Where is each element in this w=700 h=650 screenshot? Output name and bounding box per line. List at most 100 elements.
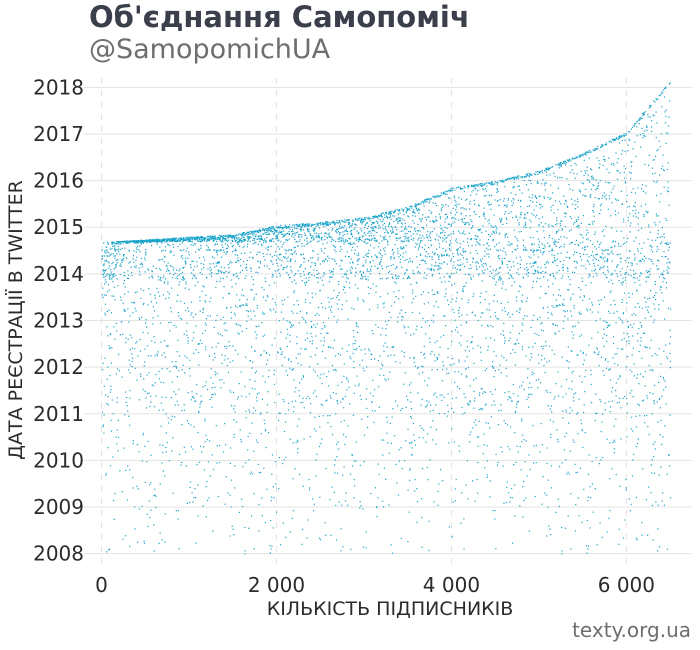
- data-point: [428, 216, 430, 218]
- data-point: [268, 268, 270, 270]
- data-point: [338, 448, 340, 450]
- data-point: [332, 369, 335, 371]
- data-point: [530, 182, 532, 185]
- data-point: [391, 346, 393, 348]
- data-point: [218, 239, 220, 241]
- data-point: [394, 211, 396, 213]
- data-point: [489, 316, 492, 318]
- data-point: [282, 268, 284, 271]
- data-point: [443, 334, 445, 336]
- data-point: [462, 257, 465, 259]
- data-point: [535, 261, 537, 263]
- data-point: [237, 234, 240, 236]
- data-point: [169, 240, 171, 242]
- data-point: [202, 285, 204, 287]
- data-point: [325, 224, 328, 227]
- data-point: [144, 322, 147, 324]
- data-point: [368, 270, 370, 273]
- data-point: [318, 314, 320, 316]
- data-point: [412, 270, 414, 272]
- data-point: [511, 497, 513, 499]
- data-point: [117, 450, 119, 452]
- data-point: [335, 251, 337, 253]
- data-point: [252, 243, 254, 245]
- data-point: [481, 264, 483, 266]
- data-point: [282, 243, 284, 246]
- data-point: [355, 239, 358, 241]
- data-point: [443, 191, 445, 193]
- data-point: [135, 247, 138, 249]
- data-point: [382, 303, 384, 305]
- data-point: [354, 284, 356, 286]
- data-point: [305, 281, 307, 284]
- data-point: [334, 222, 336, 224]
- data-point: [234, 349, 237, 351]
- data-point: [390, 544, 392, 546]
- data-point: [116, 397, 119, 399]
- data-point: [112, 275, 114, 277]
- data-point: [309, 271, 311, 274]
- data-point: [347, 425, 349, 427]
- data-point: [409, 391, 412, 394]
- data-point: [486, 243, 488, 245]
- data-point: [403, 213, 405, 215]
- data-point: [165, 451, 167, 453]
- data-point: [339, 265, 341, 267]
- data-point: [369, 230, 371, 232]
- data-point: [197, 343, 199, 345]
- data-point: [522, 239, 524, 241]
- data-point: [153, 550, 155, 552]
- data-point: [233, 408, 235, 410]
- data-point: [316, 277, 318, 279]
- data-point: [529, 468, 531, 471]
- data-point: [325, 307, 327, 309]
- data-point: [448, 275, 450, 278]
- data-point: [337, 319, 339, 321]
- data-point: [226, 276, 228, 278]
- data-point: [272, 263, 274, 265]
- data-point: [516, 272, 518, 274]
- data-point: [377, 326, 380, 328]
- data-point: [391, 276, 394, 278]
- data-point: [208, 440, 211, 442]
- data-point: [171, 287, 173, 289]
- data-point: [425, 333, 427, 335]
- data-point: [225, 238, 227, 240]
- data-point: [369, 273, 371, 275]
- data-point: [442, 237, 444, 239]
- data-point: [412, 298, 415, 300]
- data-point: [395, 463, 397, 466]
- data-point: [232, 391, 235, 394]
- data-point: [308, 231, 310, 233]
- data-point: [507, 446, 509, 448]
- data-point: [413, 229, 416, 231]
- data-point: [380, 220, 382, 223]
- data-point: [475, 184, 477, 186]
- data-point: [296, 300, 298, 302]
- data-point: [379, 374, 381, 376]
- data-point: [255, 242, 257, 244]
- data-point: [421, 516, 423, 519]
- data-point: [147, 345, 149, 347]
- data-point: [371, 401, 373, 403]
- data-point: [367, 279, 369, 281]
- data-point: [385, 379, 387, 381]
- data-point: [224, 239, 226, 241]
- data-point: [467, 241, 469, 243]
- data-point: [376, 255, 378, 257]
- data-point: [497, 464, 499, 466]
- data-point: [421, 246, 423, 249]
- data-point: [363, 232, 366, 234]
- data-point: [238, 239, 240, 241]
- data-point: [129, 334, 132, 336]
- data-point: [127, 465, 129, 467]
- data-point: [460, 198, 463, 200]
- data-point: [338, 228, 340, 230]
- data-point: [405, 210, 407, 212]
- data-point: [278, 412, 280, 414]
- data-point: [489, 248, 492, 250]
- data-point: [500, 372, 502, 374]
- data-point: [484, 299, 486, 301]
- data-point: [501, 257, 503, 259]
- data-point: [180, 273, 182, 275]
